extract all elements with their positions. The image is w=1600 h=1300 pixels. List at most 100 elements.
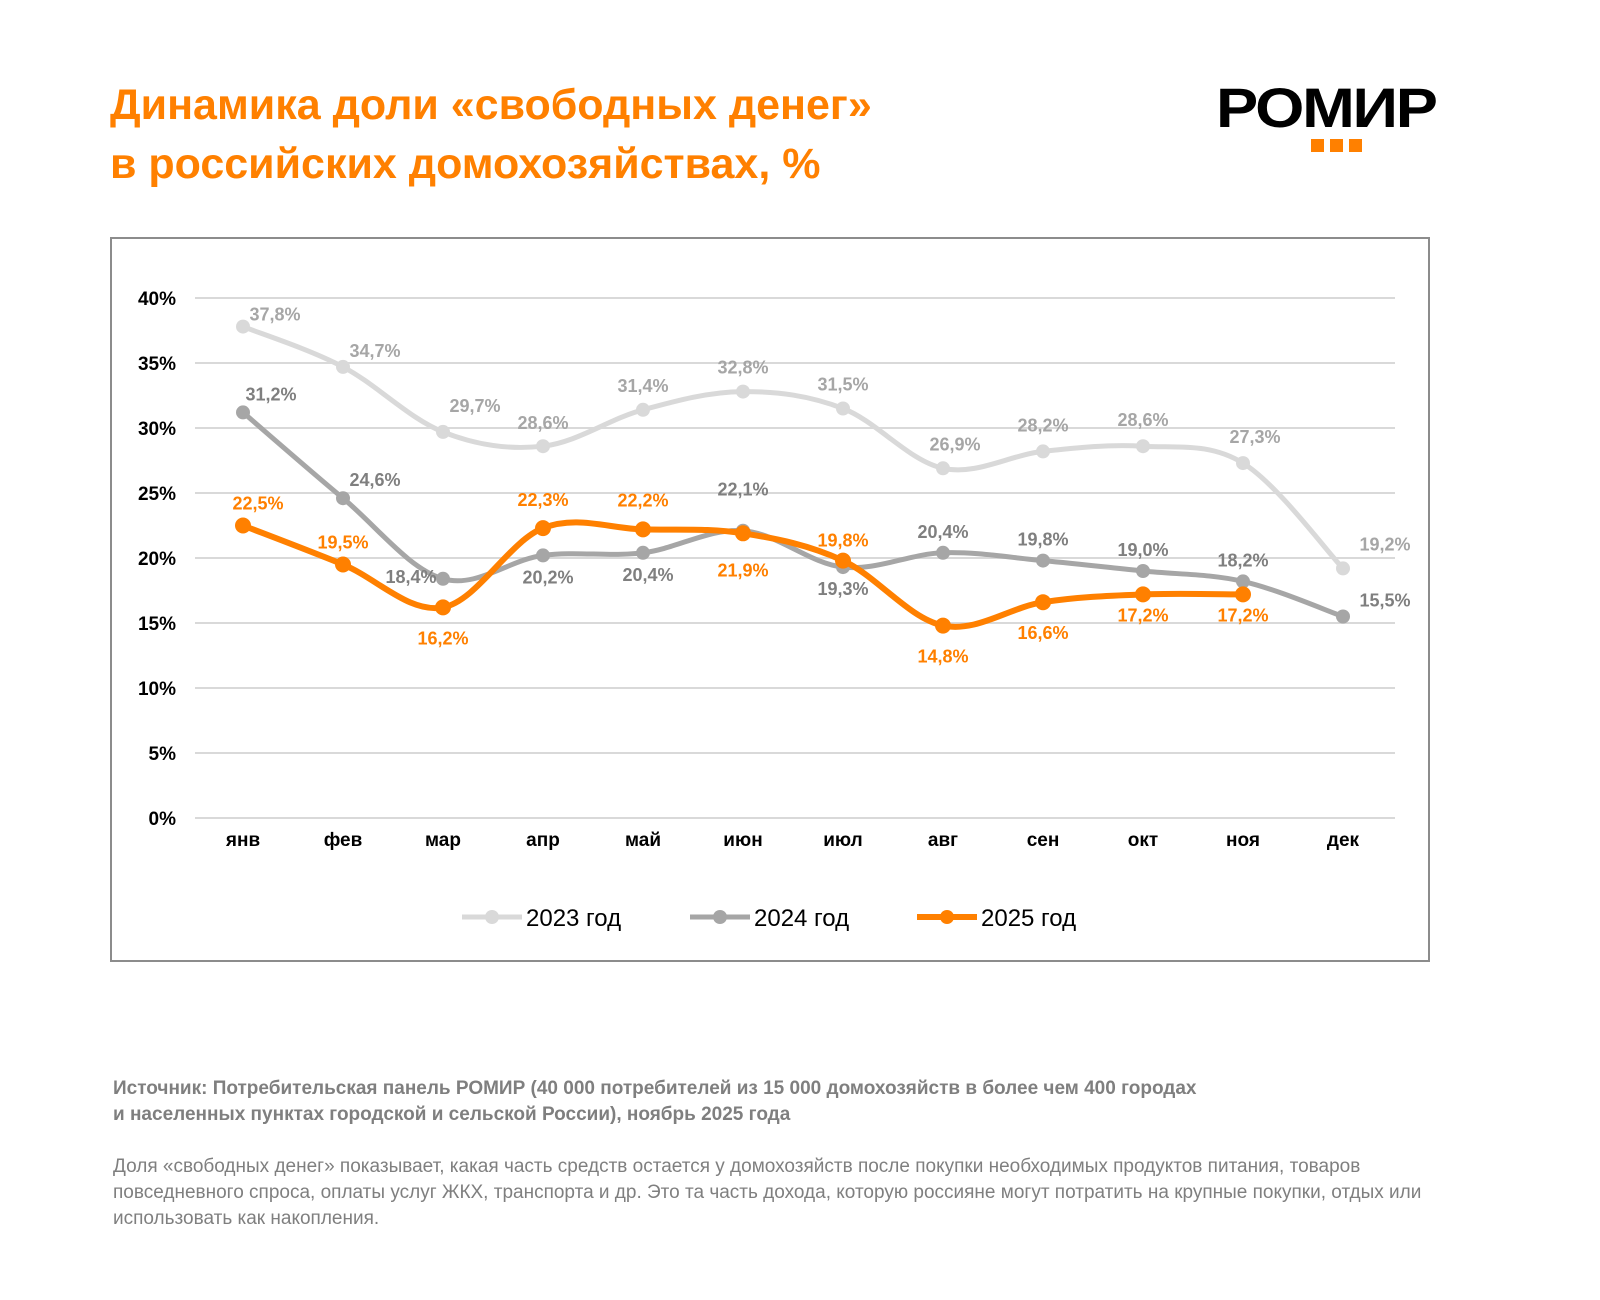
data-label: 19,0% — [1117, 540, 1168, 560]
data-label: 21,9% — [717, 560, 768, 580]
x-tick-label: окт — [1128, 830, 1158, 851]
x-tick-label: апр — [526, 830, 560, 851]
y-tick-label: 20% — [138, 549, 176, 570]
legend-marker-icon — [485, 910, 499, 924]
note-text: Доля «свободных денег» показывает, какая… — [113, 1156, 1422, 1229]
data-point — [936, 545, 950, 560]
data-label: 24,6% — [349, 470, 400, 490]
x-tick-label: янв — [225, 830, 260, 851]
legend-marker-icon — [713, 910, 727, 924]
data-label: 18,4% — [385, 567, 436, 587]
data-label: 22,5% — [232, 494, 283, 514]
data-point — [836, 401, 850, 416]
x-tick-label: июл — [823, 830, 863, 851]
page-title: Динамика доли «свободных денег» в россий… — [110, 76, 872, 194]
x-tick-label: мар — [425, 830, 461, 851]
data-point — [336, 491, 350, 506]
data-point — [1136, 564, 1150, 578]
data-point — [1036, 553, 1050, 568]
data-point — [1236, 574, 1250, 589]
data-label: 28,2% — [1017, 415, 1068, 435]
x-tick-label: май — [625, 830, 661, 851]
data-point — [536, 548, 550, 563]
data-point — [636, 402, 650, 417]
data-label: 19,3% — [817, 579, 868, 599]
data-label: 20,4% — [917, 522, 968, 542]
data-point — [1336, 609, 1350, 624]
data-point — [536, 439, 550, 454]
series-line-2023 год — [240, 324, 1346, 571]
y-tick-label: 30% — [138, 419, 176, 440]
data-point — [535, 520, 551, 537]
data-label: 17,2% — [1217, 605, 1268, 625]
title-line-1: Динамика доли «свободных денег» — [110, 81, 872, 129]
x-tick-label: июн — [723, 830, 762, 851]
data-label: 31,4% — [617, 376, 668, 396]
chart-frame — [110, 237, 1430, 962]
legend-label: 2025 год — [981, 905, 1076, 932]
data-point — [335, 556, 351, 573]
legend-marker-icon — [940, 910, 954, 924]
data-label: 31,2% — [245, 384, 296, 404]
data-label: 29,7% — [449, 396, 500, 416]
data-label: 28,6% — [1117, 410, 1168, 430]
x-tick-label: авг — [928, 830, 958, 851]
data-point — [636, 545, 650, 560]
data-point — [1136, 439, 1150, 454]
data-label: 16,2% — [417, 628, 468, 648]
source-line-2: и населенных пунктах городской и сельско… — [113, 1104, 791, 1125]
y-tick-label: 25% — [138, 484, 176, 505]
data-label: 22,2% — [617, 490, 668, 510]
x-tick-label: фев — [324, 830, 363, 851]
data-point — [1236, 456, 1250, 471]
data-label: 20,2% — [522, 567, 573, 587]
data-point — [635, 521, 651, 538]
data-point — [236, 405, 250, 420]
title-line-2: в российских домохозяйствах, % — [110, 140, 821, 188]
data-label: 27,3% — [1229, 427, 1280, 447]
y-tick-label: 10% — [138, 679, 176, 700]
data-point — [835, 552, 851, 569]
data-label: 32,8% — [717, 358, 768, 378]
data-point — [336, 359, 350, 374]
data-label: 28,6% — [517, 413, 568, 433]
source-text: Источник: Потребительская панель РОМИР (… — [113, 1076, 1197, 1128]
y-tick-label: 0% — [149, 809, 177, 830]
data-point — [435, 599, 451, 616]
data-label: 19,8% — [817, 531, 868, 551]
data-label: 16,6% — [1017, 623, 1068, 643]
data-point — [1235, 586, 1251, 603]
data-label: 14,8% — [917, 647, 968, 667]
data-point — [436, 424, 450, 439]
data-label: 19,5% — [317, 533, 368, 553]
data-label: 31,5% — [817, 375, 868, 395]
legend-label: 2024 год — [754, 905, 849, 932]
source-line-1: Источник: Потребительская панель РОМИР (… — [113, 1078, 1197, 1099]
data-point — [936, 461, 950, 476]
line-chart: 0% 5% 10% 15% 20% 25% 30% 35% 40% янв фев мар апр май… — [138, 289, 1411, 932]
data-label: 18,2% — [1217, 550, 1268, 570]
y-tick-label: 35% — [138, 354, 176, 375]
data-point — [935, 617, 951, 634]
x-tick-label: ноя — [1226, 830, 1260, 851]
data-point — [436, 571, 450, 586]
y-tick-label: 40% — [138, 289, 176, 310]
data-label: 19,2% — [1359, 534, 1410, 554]
data-point — [1336, 561, 1350, 576]
data-label: 20,4% — [622, 565, 673, 585]
romir-logo: РОМИР — [1216, 80, 1456, 154]
data-label: 22,1% — [717, 480, 768, 500]
data-label: 37,8% — [249, 305, 300, 325]
logo-text: РОМИР — [1216, 76, 1438, 139]
data-point — [1036, 444, 1050, 459]
data-point — [1135, 586, 1151, 603]
data-point — [235, 517, 251, 534]
data-label: 19,8% — [1017, 530, 1068, 550]
data-point — [735, 525, 751, 542]
data-label: 34,7% — [349, 341, 400, 361]
data-point — [736, 384, 750, 399]
data-label: 15,5% — [1359, 591, 1410, 611]
data-label: 22,3% — [517, 490, 568, 510]
data-label: 26,9% — [929, 434, 980, 454]
data-label: 17,2% — [1117, 605, 1168, 625]
